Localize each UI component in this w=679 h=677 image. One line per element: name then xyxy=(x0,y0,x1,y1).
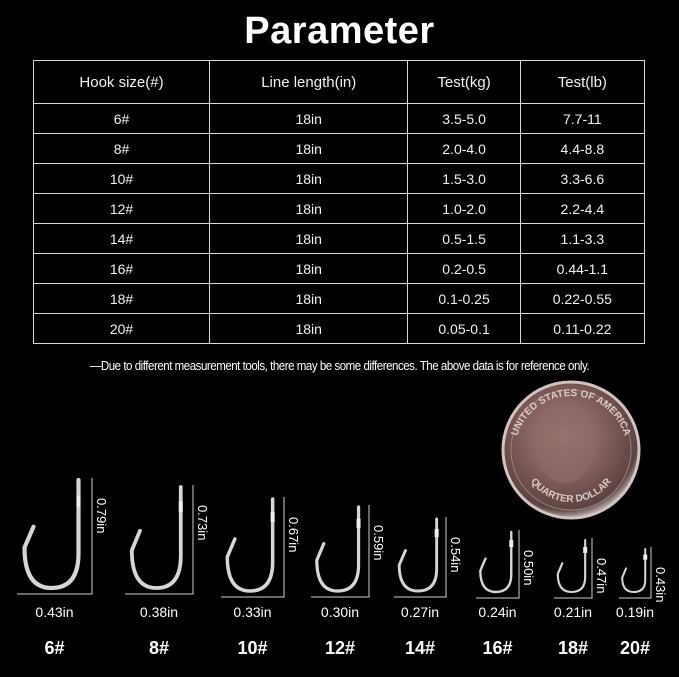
dimension-bracket xyxy=(125,485,194,595)
fish-hook-icon xyxy=(221,497,285,598)
table-cell: 0.1-0.25 xyxy=(407,283,521,314)
table-cell: 10# xyxy=(33,163,210,194)
table-cell: 2.0-4.0 xyxy=(407,133,521,164)
table-cell: 0.05-0.1 xyxy=(407,313,521,344)
fish-hook-icon xyxy=(311,505,370,598)
hook-size-label: 10# xyxy=(237,638,268,658)
dimension-bracket xyxy=(394,517,447,598)
table-cell: 20# xyxy=(33,313,210,344)
table-row: 8# 18in 2.0-4.0 4.4-8.8 xyxy=(33,133,646,164)
quarter-coin: UNITED STATES OF AMERICA QUARTER DOLLAR xyxy=(501,380,641,520)
table-cell: 8# xyxy=(33,133,210,164)
dimension-bracket xyxy=(221,497,285,598)
table-cell: 18in xyxy=(208,223,409,254)
hook-size-label: 20# xyxy=(619,638,651,658)
fish-hook-icon xyxy=(125,485,194,595)
dimension-bracket xyxy=(17,478,93,595)
table-cell: 18# xyxy=(33,283,210,314)
hook-width-label: 0.27in xyxy=(400,604,440,620)
hook-height-label: 0.54in xyxy=(448,537,463,573)
hook-size-label: 18# xyxy=(557,638,589,658)
table-cell: 2.2-4.4 xyxy=(519,193,646,224)
column-header: Line length(in) xyxy=(208,60,409,104)
table-header-row: Hook size(#) Line length(in) Test(kg) Te… xyxy=(33,60,646,104)
column-header: Test(kg) xyxy=(407,60,521,104)
hook-height-label: 0.79in xyxy=(94,498,109,534)
table-cell: 0.2-0.5 xyxy=(407,253,521,284)
hook-width-label: 0.43in xyxy=(35,604,74,620)
table-cell: 0.11-0.22 xyxy=(519,313,646,344)
hook-width-label: 0.24in xyxy=(478,604,517,620)
page-title: Parameter xyxy=(244,10,435,52)
fish-hook-icon xyxy=(17,477,93,595)
table-row: 12# 18in 1.0-2.0 2.2-4.4 xyxy=(33,193,646,224)
hook-size-label: 6# xyxy=(44,638,65,658)
table-cell: 18in xyxy=(208,193,409,224)
dimension-bracket xyxy=(311,505,370,598)
hook-height-label: 0.67in xyxy=(286,517,301,553)
hook-height-label: 0.59in xyxy=(371,525,386,561)
dimension-bracket xyxy=(476,530,520,599)
hook-width-label: 0.38in xyxy=(139,604,179,620)
hook-size-label: 12# xyxy=(324,638,356,658)
hook-width-label: 0.19in xyxy=(615,604,655,620)
table-cell: 18in xyxy=(208,313,409,344)
table-cell: 0.5-1.5 xyxy=(407,223,521,254)
hook-height-label: 0.73in xyxy=(195,505,210,541)
column-header: Hook size(#) xyxy=(33,60,210,104)
table-cell: 3.3-6.6 xyxy=(519,163,646,194)
table-row: 20# 18in 0.05-0.1 0.11-0.22 xyxy=(33,313,646,344)
fish-hook-icon xyxy=(619,547,652,599)
hook-height-label: 0.43in xyxy=(653,567,668,603)
table-cell: 4.4-8.8 xyxy=(519,133,646,164)
hook-width-label: 0.33in xyxy=(233,604,272,620)
table-row: 14# 18in 0.5-1.5 1.1-3.3 xyxy=(33,223,646,254)
disclaimer-note: —Due to different measurement tools, the… xyxy=(89,359,590,373)
dimension-bracket xyxy=(554,538,593,599)
parameter-table: Hook size(#) Line length(in) Test(kg) Te… xyxy=(33,60,646,344)
hook-width-label: 0.21in xyxy=(553,604,593,620)
table-cell: 3.5-5.0 xyxy=(407,103,521,134)
fish-hook-icon xyxy=(394,517,447,598)
table-cell: 6# xyxy=(33,103,210,134)
hook-size-label: 14# xyxy=(404,638,436,658)
hook-height-label: 0.47in xyxy=(594,558,609,594)
table-cell: 18in xyxy=(208,103,409,134)
hook-size-label: 8# xyxy=(148,638,170,658)
hook-width-label: 0.30in xyxy=(320,604,360,620)
table-cell: 12# xyxy=(33,193,210,224)
table-cell: 0.44-1.1 xyxy=(519,253,646,284)
dimension-bracket xyxy=(619,547,652,599)
fish-hook-icon xyxy=(476,530,520,599)
fish-hook-icon xyxy=(554,538,593,599)
table-cell: 18in xyxy=(208,133,409,164)
table-row: 10# 18in 1.5-3.0 3.3-6.6 xyxy=(33,163,646,194)
hook-size-label: 16# xyxy=(482,638,513,658)
table-row: 6# 18in 3.5-5.0 7.7-11 xyxy=(33,103,646,134)
hook-height-label: 0.50in xyxy=(521,550,536,586)
